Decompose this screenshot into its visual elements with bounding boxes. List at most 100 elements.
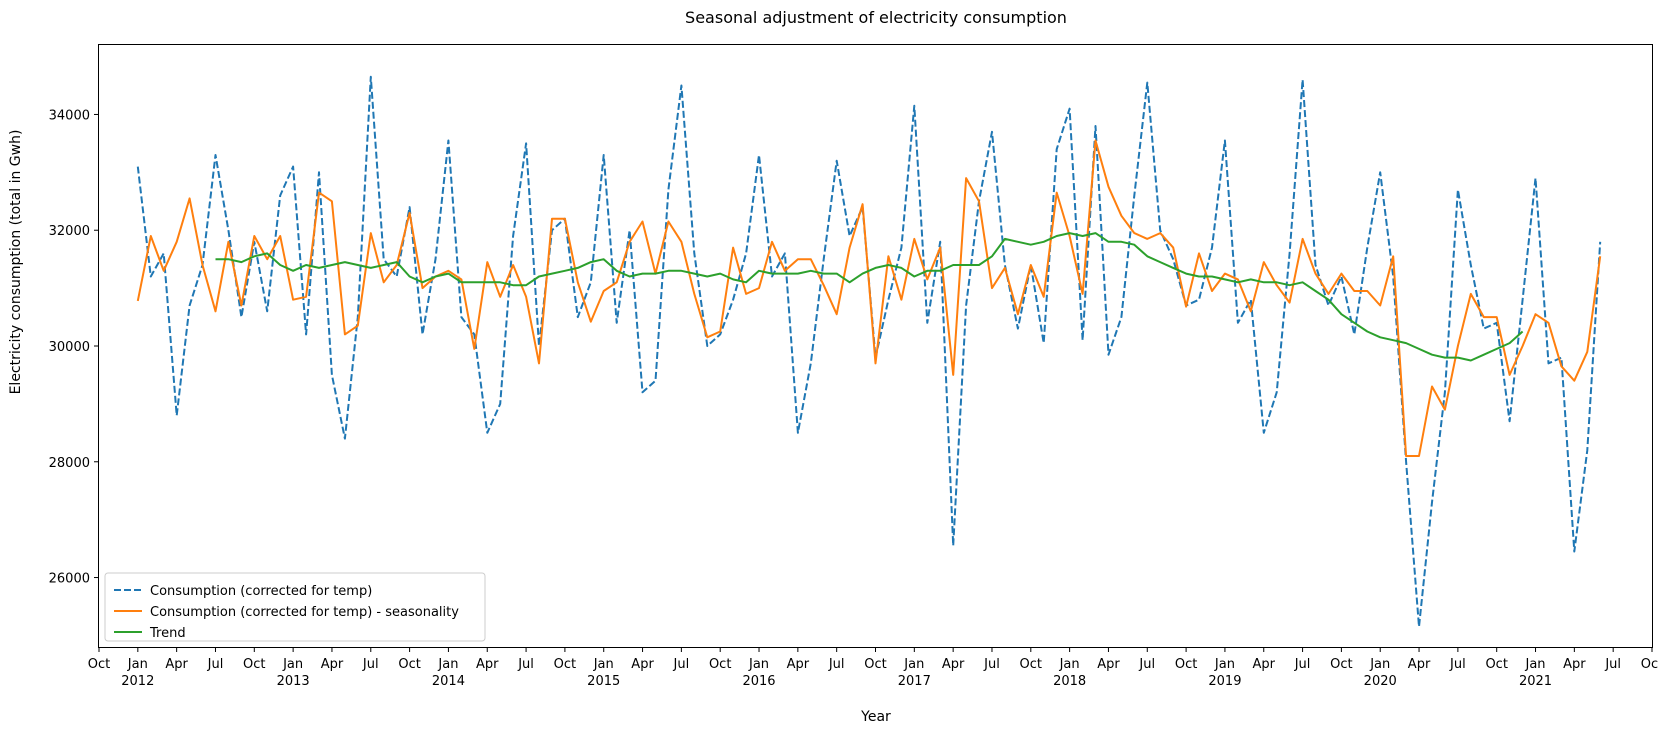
data-point (588, 319, 593, 324)
x-tick-label: Apr (321, 657, 344, 672)
data-point (1416, 624, 1421, 629)
x-tick-label: Jul (828, 657, 845, 672)
data-point (1080, 338, 1085, 343)
data-point (200, 262, 205, 267)
data-point (265, 251, 270, 256)
x-year-label: 2013 (277, 674, 310, 689)
data-point (1158, 231, 1163, 236)
data-point (239, 315, 244, 320)
data-point (1300, 236, 1305, 241)
x-tick-label: Oct (709, 657, 731, 672)
data-point (1378, 303, 1383, 308)
data-point (1209, 288, 1214, 293)
data-point (1494, 315, 1499, 320)
data-point (1041, 294, 1046, 299)
data-point (316, 170, 321, 175)
data-point (601, 152, 606, 157)
data-point (433, 274, 438, 279)
x-tick-label: Jul (207, 657, 224, 672)
data-point (524, 294, 529, 299)
data-point (899, 297, 904, 302)
data-point (1028, 262, 1033, 267)
data-point (135, 298, 140, 303)
data-point (1041, 239, 1046, 244)
x-tick-label: Oct (554, 657, 576, 672)
data-point (291, 268, 296, 273)
data-point (1546, 320, 1551, 325)
data-point (1378, 335, 1383, 340)
data-point (1313, 271, 1318, 276)
data-point (265, 257, 270, 262)
data-point (420, 332, 425, 337)
data-point (368, 231, 373, 236)
data-point (1520, 329, 1525, 334)
data-point (1119, 239, 1124, 244)
data-point (1404, 459, 1409, 464)
x-year-label: 2019 (1208, 674, 1241, 689)
data-point (1507, 372, 1512, 377)
x-tick-label: Jul (1604, 657, 1621, 672)
data-point (1585, 448, 1590, 453)
data-point (1145, 236, 1150, 241)
series-3 (215, 231, 1525, 362)
data-point (226, 257, 231, 262)
data-point (329, 199, 334, 204)
data-point (1520, 297, 1525, 302)
data-point (821, 283, 826, 288)
data-point (1365, 245, 1370, 250)
data-point (472, 280, 477, 285)
data-point (989, 254, 994, 259)
data-point (976, 199, 981, 204)
data-point (562, 216, 567, 221)
series-2 (135, 139, 1602, 457)
data-point (847, 280, 852, 285)
x-year-label: 2015 (587, 674, 620, 689)
data-point (744, 280, 749, 285)
x-tick-label: Apr (165, 657, 188, 672)
data-point (498, 280, 503, 285)
data-point (1054, 147, 1059, 152)
data-point (252, 233, 257, 238)
data-point (666, 219, 671, 224)
data-point (1455, 187, 1460, 192)
data-point (1171, 245, 1176, 250)
data-point (912, 236, 917, 241)
data-point (731, 245, 736, 250)
data-point (718, 329, 723, 334)
data-point (1261, 280, 1266, 285)
data-point (756, 286, 761, 291)
data-point (1132, 231, 1137, 236)
x-tick-label: Apr (1253, 657, 1276, 672)
data-point (1468, 262, 1473, 267)
data-point (1196, 251, 1201, 256)
data-point (951, 262, 956, 267)
data-point (925, 277, 930, 282)
data-point (1015, 239, 1020, 244)
data-point (782, 271, 787, 276)
x-tick-label: Oct (1020, 657, 1042, 672)
data-point (304, 294, 309, 299)
data-point (873, 361, 878, 366)
data-point (1080, 233, 1085, 238)
data-point (1067, 231, 1072, 236)
data-point (148, 233, 153, 238)
data-point (1455, 355, 1460, 360)
data-point (498, 294, 503, 299)
data-point (536, 361, 541, 366)
data-point (1352, 332, 1357, 337)
data-point (291, 297, 296, 302)
data-point (420, 280, 425, 285)
data-point (1429, 500, 1434, 505)
x-tick-label: Jan (1214, 657, 1235, 672)
data-point (407, 205, 412, 210)
data-point (1429, 352, 1434, 357)
x-tick-label: Apr (476, 657, 499, 672)
data-point (679, 83, 684, 88)
y-axis-ticks: 26000 28000 30000 32000 34000 (49, 108, 99, 587)
data-point (355, 323, 360, 328)
data-point (1222, 138, 1227, 143)
data-point (355, 262, 360, 267)
x-tick-label: Jan (593, 657, 614, 672)
data-point (640, 390, 645, 395)
data-point (459, 315, 464, 320)
